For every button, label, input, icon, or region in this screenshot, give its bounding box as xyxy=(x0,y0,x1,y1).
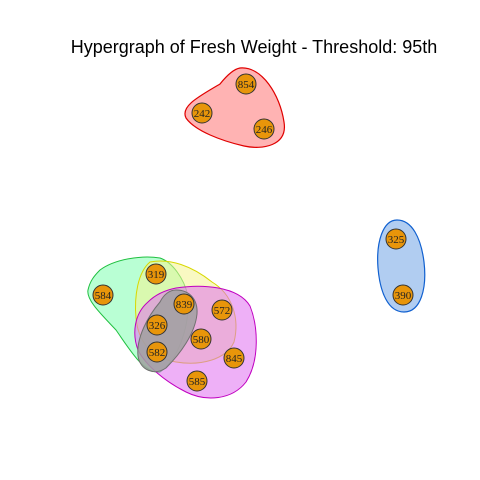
node-label: 325 xyxy=(388,234,405,246)
node-circle xyxy=(392,284,414,306)
node-label: 845 xyxy=(226,353,243,365)
node-label: 580 xyxy=(193,334,210,346)
node-layer: 854 242 246 325 390 584 319 839 572 326 580 582 845 5… xyxy=(92,73,414,392)
node-label: 319 xyxy=(148,269,165,281)
node-319: 319 xyxy=(145,263,167,285)
node-circle xyxy=(146,314,168,336)
node-circle xyxy=(92,284,114,306)
node-label: 839 xyxy=(176,299,193,311)
node-circle xyxy=(385,228,407,250)
node-circle xyxy=(253,118,275,140)
node-584: 584 xyxy=(92,284,114,306)
node-circle xyxy=(211,299,233,321)
node-label: 582 xyxy=(149,347,166,359)
node-label: 390 xyxy=(395,290,412,302)
node-label: 585 xyxy=(189,376,206,388)
node-circle xyxy=(223,347,245,369)
node-390: 390 xyxy=(392,284,414,306)
node-label: 326 xyxy=(149,320,166,332)
node-582: 582 xyxy=(146,341,168,363)
node-circle xyxy=(190,328,212,350)
node-circle xyxy=(186,370,208,392)
node-585: 585 xyxy=(186,370,208,392)
node-label: 854 xyxy=(238,79,255,91)
node-572: 572 xyxy=(211,299,233,321)
node-label: 246 xyxy=(256,124,273,136)
node-label: 584 xyxy=(95,290,112,302)
node-326: 326 xyxy=(146,314,168,336)
node-580: 580 xyxy=(190,328,212,350)
node-325: 325 xyxy=(385,228,407,250)
node-label: 572 xyxy=(214,305,231,317)
node-845: 845 xyxy=(223,347,245,369)
node-839: 839 xyxy=(173,293,195,315)
node-circle xyxy=(191,102,213,124)
node-242: 242 xyxy=(191,102,213,124)
node-circle xyxy=(173,293,195,315)
node-854: 854 xyxy=(235,73,257,95)
node-circle xyxy=(146,341,168,363)
node-circle xyxy=(235,73,257,95)
node-label: 242 xyxy=(194,108,211,120)
hyperedge-layer xyxy=(87,67,426,399)
node-circle xyxy=(145,263,167,285)
chart-title: Hypergraph of Fresh Weight - Threshold: … xyxy=(71,37,438,57)
node-246: 246 xyxy=(253,118,275,140)
